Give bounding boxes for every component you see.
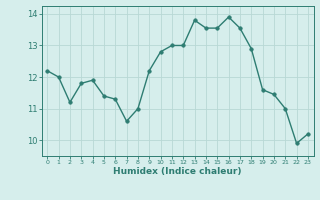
X-axis label: Humidex (Indice chaleur): Humidex (Indice chaleur) [113, 167, 242, 176]
